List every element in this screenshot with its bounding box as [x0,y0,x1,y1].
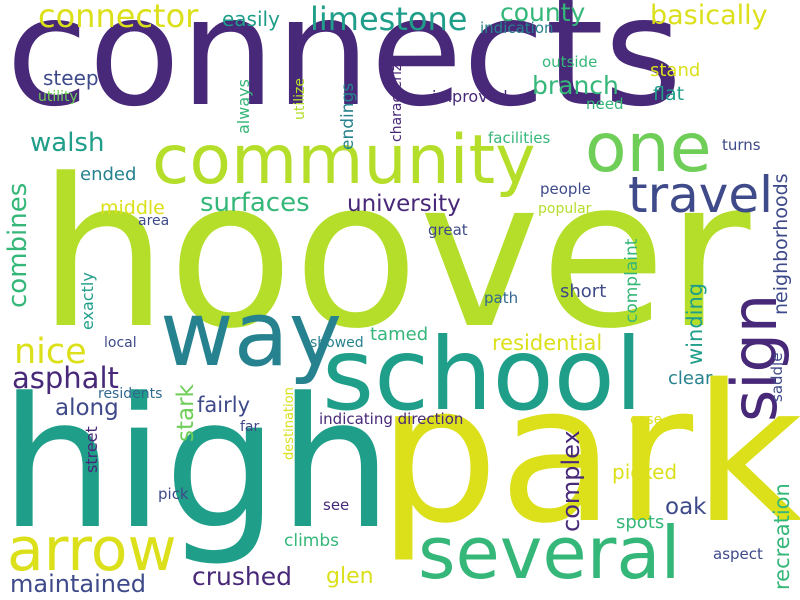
word-outside: outside [542,53,598,71]
word-oak: oak [665,494,707,520]
word-basically: basically [650,0,768,31]
word-way: way [160,282,343,387]
word-glen: glen [326,564,374,589]
word-local: local [104,335,137,351]
word-travel: travel [628,166,774,224]
word-one: one [585,109,712,188]
word-hoover: hoover [38,136,751,374]
word-climbs: climbs [284,531,340,551]
word-street: street [82,426,101,473]
word-indication: indication [480,19,554,37]
word-surfaces: surfaces [200,188,310,218]
word-combines: combines [3,182,33,308]
word-residential: residential [492,331,603,355]
word-characterize: characterize [389,55,405,142]
word-always: always [234,79,253,134]
word-spots: spots [616,512,665,533]
word-neighborhoods: neighborhoods [770,173,792,315]
word-aspect: aspect [713,545,763,563]
word-improved: improved [432,87,508,106]
word-park: park [378,344,800,565]
word-facilities: facilities [488,129,551,147]
word-maintained: maintained [10,570,146,598]
word-indicating-direction: indicating direction [319,410,464,428]
word-asphalt: asphalt [12,361,119,395]
word-utilize: utilize [292,78,308,120]
word-path: path [484,289,519,307]
word-winding: winding [683,282,707,365]
word-area: area [138,213,170,229]
word-school: school [322,316,643,433]
word-limestone: limestone [310,0,468,38]
word-arrow: arrow [7,515,177,585]
word-branch: branch [532,71,619,100]
word-showed: showed [310,335,364,351]
word-popular: popular [538,201,592,217]
word-short: short [560,281,607,302]
word-along: along [55,395,119,421]
word-far: far [240,419,260,435]
word-complex: complex [557,430,585,532]
word-stand: stand [650,60,701,81]
word-saddle: saddle [768,352,786,402]
word-residents: residents [98,386,163,402]
word-high: high [0,360,393,569]
word-several: several [418,511,681,595]
word-easily: easily [222,7,280,31]
word-connector: connector [38,0,199,35]
word-tamed: tamed [370,324,429,345]
word-crushed: crushed [192,562,292,591]
word-ended: ended [80,164,137,185]
word-nice: nice [14,332,87,372]
word-turns: turns [722,136,761,154]
word-steep: steep [43,66,99,90]
word-walsh: walsh [30,128,105,158]
word-case: case [630,412,663,428]
word-middle: middle [100,197,165,219]
word-need: need [586,95,624,113]
word-clear: clear [668,368,713,389]
word-flat: flat [653,83,685,105]
word-see: see [323,496,350,514]
word-connects: connects [6,0,683,140]
word-endings: endings [338,82,358,150]
word-pick: pick [158,485,189,503]
word-complaint: complaint [622,238,642,323]
word-stark: stark [173,384,199,442]
word-destination: destination [282,387,297,460]
word-picked: picked [612,460,678,484]
word-recreation: recreation [770,483,794,590]
word-university: university [347,191,461,217]
word-fairly: fairly [197,393,250,417]
word-exactly: exactly [78,272,97,330]
word-people: people [540,180,591,198]
word-great: great [428,221,468,239]
word-utility: utility [38,89,78,105]
word-county: county [500,0,586,27]
word-community: community [152,121,536,200]
